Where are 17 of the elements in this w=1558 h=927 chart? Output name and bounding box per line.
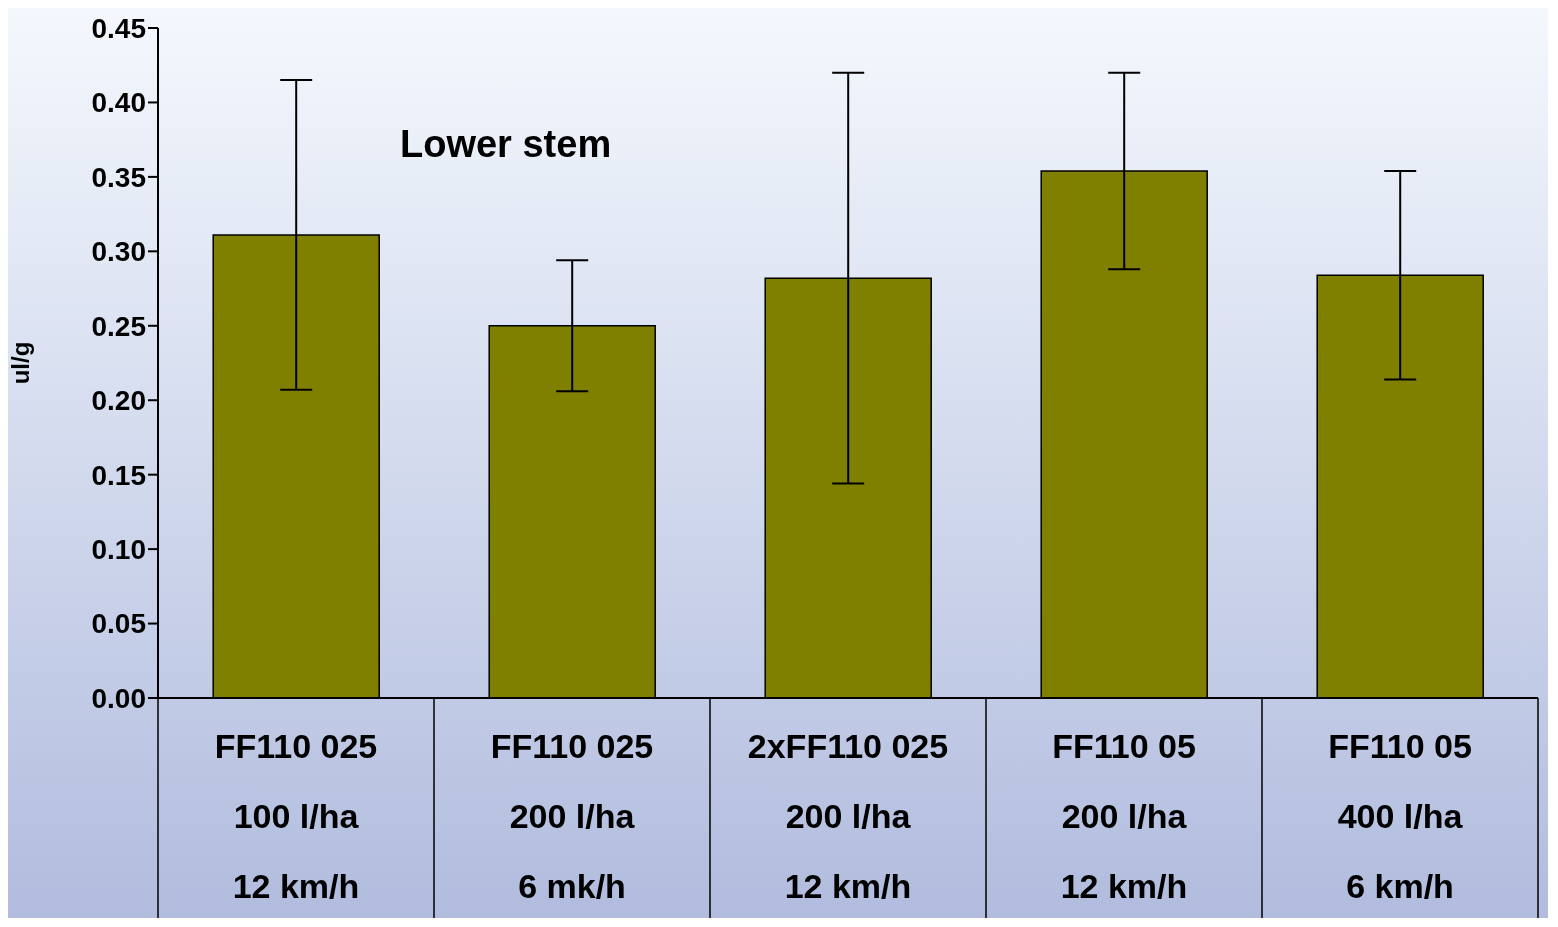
y-tick-label: 0.00 — [91, 682, 146, 714]
y-tick-label: 0.40 — [91, 87, 146, 119]
y-tick-label: 0.15 — [91, 459, 146, 491]
y-tick-label: 0.10 — [91, 534, 146, 566]
y-tick-label: 0.35 — [91, 161, 146, 193]
x-tick-label: 2xFF110 025 200 l/ha 12 km/h — [747, 727, 949, 905]
y-tick-label: 0.20 — [91, 385, 146, 417]
x-tick-label: FF110 05 200 l/ha 12 km/h — [1052, 727, 1196, 905]
x-tick-label: FF110 025 100 l/ha 12 km/h — [214, 727, 378, 905]
x-tick-label: FF110 025 200 l/ha 6 mk/h — [490, 727, 654, 905]
x-tick-label: FF110 05 400 l/ha 6 km/h — [1328, 727, 1472, 905]
annotation: Lower stem — [400, 123, 612, 166]
y-tick-label: 0.25 — [91, 310, 146, 342]
y-tick-label: 0.45 — [91, 12, 146, 44]
y-tick-label: 0.30 — [91, 236, 146, 268]
y-axis-title: ul/g — [6, 341, 34, 385]
y-tick-label: 0.05 — [91, 608, 146, 640]
